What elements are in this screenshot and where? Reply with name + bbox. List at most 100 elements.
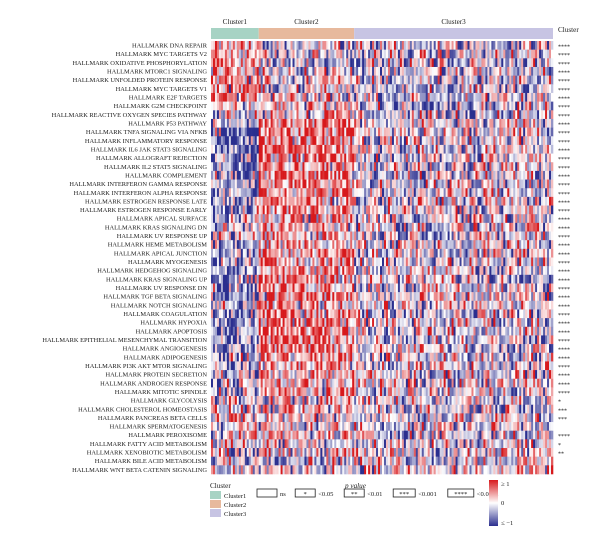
heatmap-cell <box>378 266 381 276</box>
heatmap-cell <box>495 222 498 232</box>
heatmap-cell <box>543 144 546 154</box>
heatmap-cell <box>541 84 544 94</box>
heatmap-cell <box>242 92 246 102</box>
heatmap-cell <box>360 127 363 137</box>
heatmap-cell <box>332 222 335 232</box>
heatmap-cell <box>258 101 262 111</box>
heatmap-cell <box>403 248 407 258</box>
heatmap-cell <box>385 257 389 267</box>
heatmap-cell <box>250 188 254 198</box>
heatmap-cell <box>525 41 528 50</box>
heatmap-cell <box>268 248 271 258</box>
heatmap-cell <box>547 214 550 224</box>
heatmap-cell <box>415 84 419 94</box>
heatmap-cell <box>298 41 301 50</box>
heatmap-cell <box>306 248 309 258</box>
heatmap-cell <box>350 118 353 128</box>
heatmap-cell <box>376 49 379 59</box>
heatmap-cell <box>483 170 486 180</box>
heatmap-cell <box>364 58 367 68</box>
heatmap-cell <box>491 153 494 163</box>
heatmap-cell <box>211 231 214 241</box>
heatmap-cell <box>421 118 425 128</box>
heatmap-cell <box>308 170 311 180</box>
heatmap-cell <box>354 144 357 154</box>
heatmap-cell <box>286 257 289 267</box>
heatmap-cell <box>427 92 431 102</box>
heatmap-cell <box>378 75 381 85</box>
heatmap-cell <box>222 41 226 50</box>
heatmap-cell <box>312 162 315 172</box>
heatmap-cell <box>485 118 488 128</box>
heatmap-cell <box>527 92 530 102</box>
heatmap-cell <box>282 127 285 137</box>
heatmap-cell <box>248 248 252 258</box>
heatmap-cell <box>286 248 289 258</box>
heatmap-cell <box>513 188 516 198</box>
heatmap-cell <box>521 136 524 146</box>
heatmap-cell <box>483 58 486 68</box>
heatmap-cell <box>527 283 530 293</box>
heatmap-cell <box>250 205 254 215</box>
heatmap-cell <box>336 75 339 85</box>
heatmap-cell <box>513 274 516 284</box>
heatmap-cell <box>457 266 460 276</box>
heatmap-cell <box>382 257 385 267</box>
heatmap-cell <box>280 144 283 154</box>
heatmap-cell <box>525 162 528 172</box>
heatmap-cell <box>246 240 250 250</box>
heatmap-cell <box>385 144 389 154</box>
heatmap-cell <box>475 266 478 276</box>
heatmap-cell <box>330 231 333 241</box>
heatmap-cell <box>411 41 415 50</box>
heatmap-cell <box>314 214 317 224</box>
heatmap-cell <box>382 162 385 172</box>
heatmap-cell <box>383 153 387 163</box>
heatmap-cell <box>212 162 216 172</box>
heatmap-cell <box>529 231 532 241</box>
heatmap-cell <box>242 283 246 293</box>
heatmap-cell <box>318 179 321 189</box>
heatmap-cell <box>272 75 275 85</box>
heatmap-cell <box>252 283 256 293</box>
heatmap-cell <box>224 240 228 250</box>
heatmap-cell <box>234 127 238 137</box>
heatmap-cell <box>399 153 403 163</box>
heatmap-cell <box>547 266 550 276</box>
heatmap-cell <box>252 144 256 154</box>
heatmap-cell <box>304 222 307 232</box>
heatmap-cell <box>495 127 498 137</box>
heatmap-cell <box>421 136 425 146</box>
heatmap-cell <box>284 118 287 128</box>
heatmap-cell <box>429 188 433 198</box>
heatmap-cell <box>465 222 468 232</box>
heatmap-cell <box>380 248 383 258</box>
heatmap-cell <box>266 170 269 180</box>
heatmap-cell <box>362 170 365 180</box>
heatmap-cell <box>278 170 281 180</box>
heatmap-cell <box>250 110 254 120</box>
heatmap-cell <box>509 144 512 154</box>
heatmap-cell <box>439 283 442 293</box>
heatmap-cell <box>535 75 538 85</box>
heatmap-cell <box>330 240 333 250</box>
heatmap-cell <box>399 188 403 198</box>
heatmap-cell <box>495 266 498 276</box>
heatmap-cell <box>348 274 351 284</box>
heatmap-cell <box>497 101 500 111</box>
heatmap-cell <box>457 240 460 250</box>
heatmap-cell <box>320 49 323 59</box>
heatmap-cell <box>326 205 329 215</box>
heatmap-cell <box>451 240 454 250</box>
heatmap-cell <box>523 127 526 137</box>
heatmap-cell <box>439 214 442 224</box>
heatmap-cell <box>372 49 375 59</box>
heatmap-cell <box>216 170 220 180</box>
heatmap-cell <box>348 257 351 267</box>
heatmap-cell <box>533 196 536 206</box>
heatmap-cell <box>507 110 510 120</box>
heatmap-cell <box>531 41 534 50</box>
heatmap-cell <box>288 231 291 241</box>
heatmap-cell <box>334 75 337 85</box>
heatmap-cell <box>328 49 331 59</box>
